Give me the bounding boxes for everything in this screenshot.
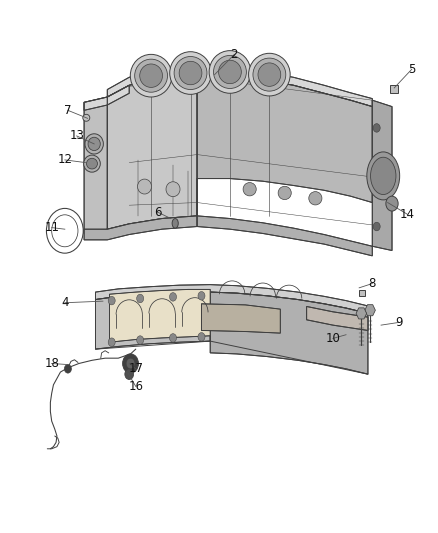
- Text: 10: 10: [325, 332, 340, 345]
- Circle shape: [170, 293, 177, 301]
- Circle shape: [198, 333, 205, 341]
- Polygon shape: [107, 72, 197, 229]
- Ellipse shape: [166, 182, 180, 197]
- Ellipse shape: [172, 219, 178, 228]
- FancyBboxPatch shape: [359, 290, 365, 296]
- Polygon shape: [372, 100, 392, 251]
- Ellipse shape: [86, 158, 97, 169]
- Text: 7: 7: [64, 104, 72, 117]
- Ellipse shape: [88, 137, 100, 151]
- Ellipse shape: [371, 157, 396, 195]
- Ellipse shape: [84, 155, 100, 172]
- Ellipse shape: [170, 52, 212, 94]
- Text: 16: 16: [128, 380, 143, 393]
- Ellipse shape: [213, 55, 246, 88]
- Circle shape: [386, 196, 398, 211]
- Circle shape: [389, 198, 396, 207]
- Circle shape: [108, 296, 115, 305]
- Ellipse shape: [243, 182, 256, 196]
- Ellipse shape: [83, 115, 90, 122]
- Text: 9: 9: [395, 316, 403, 329]
- Polygon shape: [84, 85, 129, 110]
- Ellipse shape: [253, 58, 286, 91]
- Polygon shape: [307, 306, 368, 330]
- Text: 8: 8: [369, 277, 376, 290]
- Ellipse shape: [249, 53, 290, 96]
- Polygon shape: [95, 292, 210, 349]
- Text: 14: 14: [400, 208, 415, 221]
- Polygon shape: [201, 304, 280, 333]
- Ellipse shape: [134, 59, 167, 92]
- Ellipse shape: [140, 64, 162, 87]
- Ellipse shape: [278, 186, 291, 200]
- Circle shape: [137, 294, 144, 303]
- Circle shape: [137, 336, 144, 344]
- FancyBboxPatch shape: [390, 85, 398, 93]
- Ellipse shape: [138, 179, 152, 194]
- Circle shape: [108, 338, 115, 346]
- Polygon shape: [107, 64, 372, 107]
- Circle shape: [170, 334, 177, 342]
- Ellipse shape: [130, 54, 172, 97]
- Text: 6: 6: [154, 206, 162, 219]
- Text: 2: 2: [230, 48, 238, 61]
- Ellipse shape: [85, 134, 103, 154]
- Polygon shape: [197, 216, 372, 256]
- Polygon shape: [197, 72, 372, 216]
- Text: 13: 13: [69, 130, 84, 142]
- Ellipse shape: [209, 51, 251, 93]
- Circle shape: [373, 124, 380, 132]
- Ellipse shape: [219, 60, 241, 84]
- Circle shape: [125, 369, 134, 379]
- Polygon shape: [95, 285, 368, 313]
- Text: 4: 4: [61, 296, 69, 309]
- Polygon shape: [110, 289, 210, 342]
- Polygon shape: [84, 97, 107, 233]
- Ellipse shape: [258, 63, 281, 86]
- Ellipse shape: [367, 152, 399, 200]
- Circle shape: [126, 358, 135, 369]
- Text: 12: 12: [57, 154, 72, 166]
- Circle shape: [123, 354, 138, 373]
- Ellipse shape: [179, 61, 202, 85]
- Text: 5: 5: [408, 63, 415, 76]
- Circle shape: [198, 292, 205, 300]
- Ellipse shape: [309, 191, 322, 205]
- Circle shape: [373, 222, 380, 231]
- Text: 18: 18: [44, 357, 59, 370]
- Ellipse shape: [174, 56, 207, 90]
- Circle shape: [64, 365, 71, 373]
- Polygon shape: [210, 292, 368, 374]
- Text: 11: 11: [44, 221, 59, 234]
- Polygon shape: [84, 216, 197, 240]
- Text: 17: 17: [128, 362, 143, 375]
